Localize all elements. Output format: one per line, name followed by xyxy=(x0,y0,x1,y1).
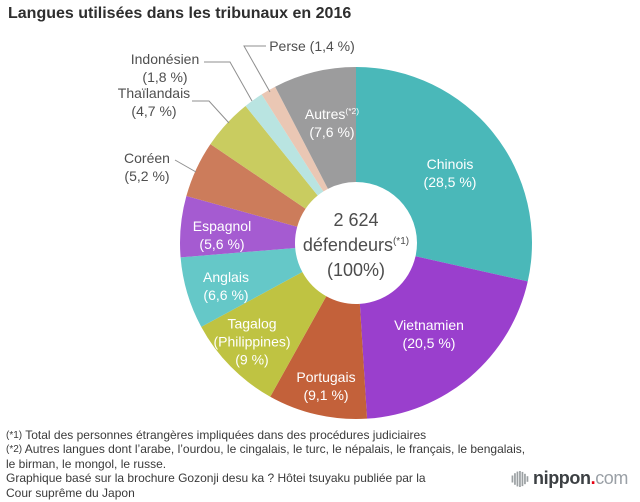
footnote-ref-1: (*1) xyxy=(392,236,410,248)
footnote-ref-2: (*2) xyxy=(345,105,360,116)
chart-title: Langues utilisées dans les tribunaux en … xyxy=(8,5,352,22)
pie-slice-vietnamien xyxy=(359,256,528,419)
footnote-line: (*2) Autres langues dont l’arabe, l’ourd… xyxy=(6,442,526,457)
nippon-logo-icon xyxy=(511,470,529,487)
pie-slice-autres xyxy=(275,67,356,189)
slice-label-vietnamien: Vietnamien (20,5 %) xyxy=(394,316,464,351)
slice-label-coreen: Coréen (5,2 %) xyxy=(124,149,170,184)
center-unit: défendeurs(*1) xyxy=(302,235,410,256)
slice-label-autres: Autres(*2) (7,6 %) xyxy=(304,105,360,140)
center-total: 2 624 xyxy=(333,210,379,231)
pie-slice-anglais xyxy=(180,247,303,327)
leader-line-coreen xyxy=(174,159,197,173)
nippon-logo-text: nippon.com xyxy=(533,468,628,488)
pie-slice-portugais xyxy=(270,296,368,419)
slice-label-tagalog: Tagalog (Philippines) (9 %) xyxy=(213,315,291,369)
footnote-line: Cour suprême du Japon xyxy=(6,485,135,500)
pie-slice-chinois xyxy=(356,67,532,282)
slice-label-chinois: Chinois (28,5 %) xyxy=(423,155,477,190)
pie-slice-coreen xyxy=(186,144,306,227)
nippon-logo: nippon.com xyxy=(511,468,628,489)
pie-slice-thailandais xyxy=(210,105,318,209)
leader-line-perse xyxy=(243,45,271,93)
pie-slice-tagalog xyxy=(201,272,327,397)
leader-line-indonesien xyxy=(204,61,253,102)
footnote-line: Graphique basé sur la brochure Gozonji d… xyxy=(6,471,426,486)
slice-label-indonesien: Indonésien (1,8 %) xyxy=(130,50,200,85)
footnote-line: (*1) Total des personnes étrangères impl… xyxy=(6,428,427,442)
pie-slice-indonesien xyxy=(245,94,324,196)
center-share: (100%) xyxy=(326,260,386,281)
slice-label-espagnol: Espagnol (5,6 %) xyxy=(192,217,252,252)
leader-line-thailandais xyxy=(192,100,230,124)
pie-slice-espagnol xyxy=(180,196,298,258)
pie-slice-perse xyxy=(261,86,328,192)
slice-label-thailandais: Thaïlandais (4,7 %) xyxy=(117,84,191,119)
footnote-line: le birman, le mongol, le russe. xyxy=(6,456,167,471)
slice-label-portugais: Portugais (9,1 %) xyxy=(296,368,356,403)
slice-label-perse: Perse (1,4 %) xyxy=(269,37,355,54)
footnotes: (*1) Total des personnes étrangères impl… xyxy=(6,428,526,501)
donut-center-label: 2 624 défendeurs(*1) (100%) xyxy=(303,208,409,284)
slice-label-anglais: Anglais (6,6 %) xyxy=(203,268,249,303)
